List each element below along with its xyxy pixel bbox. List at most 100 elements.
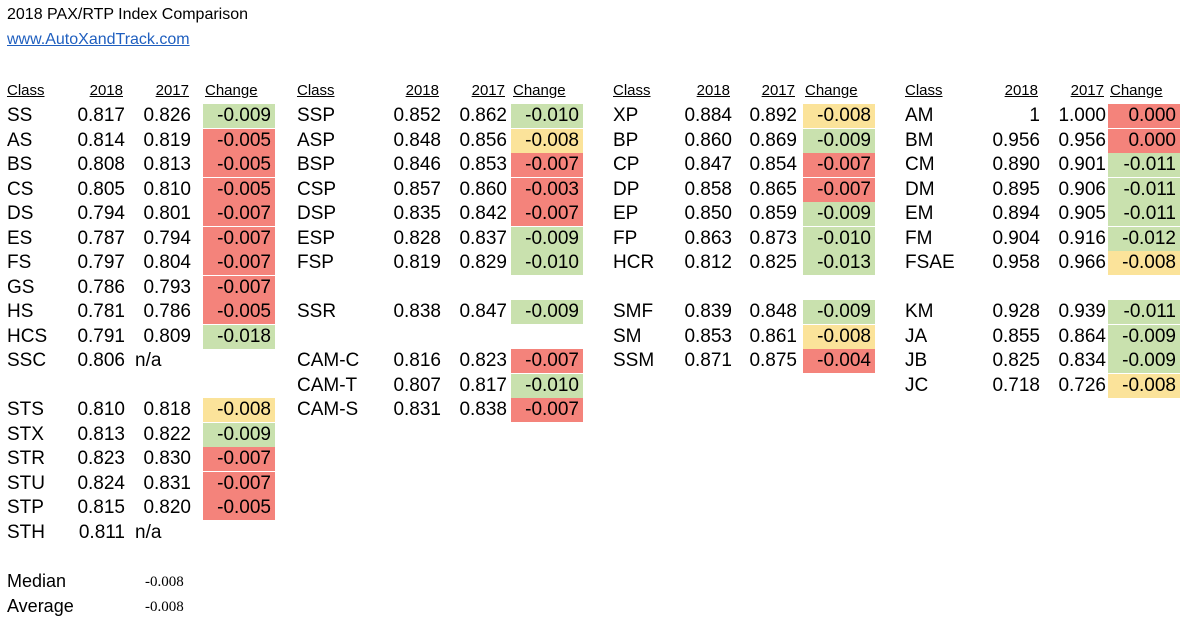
value-2018-cell: 0.819 [393, 252, 441, 273]
change-cell: -0.009 [803, 202, 875, 226]
header-y2018: 2018 [89, 82, 123, 99]
table-row: JC 0.718 0.726 -0.008 [905, 373, 1180, 399]
class-cell: STS [7, 399, 44, 420]
change-cell: -0.008 [511, 128, 583, 153]
change-cell: -0.004 [803, 349, 875, 373]
value-2017-cell: n/a [135, 350, 162, 371]
value-2018-cell: 0.787 [77, 227, 125, 249]
value-2018-cell: 0.895 [992, 178, 1040, 200]
table-row: SSM 0.871 0.875 -0.004 [613, 349, 875, 374]
average-value: -0.008 [145, 599, 184, 615]
class-cell: SM [613, 325, 642, 347]
change-cell: -0.009 [203, 104, 275, 128]
class-cell: BP [613, 129, 639, 151]
table-row: BSP 0.846 0.853 -0.007 [297, 153, 583, 178]
median-label: Median [7, 571, 67, 591]
change-cell: -0.007 [803, 153, 875, 177]
value-2018-cell: 0.815 [77, 497, 125, 518]
class-cell: CAM-C [297, 350, 360, 371]
value-2018-cell: 0.890 [992, 154, 1040, 175]
table-row: HCS 0.791 0.809 -0.018 [7, 324, 275, 350]
value-2018-cell: 0.847 [684, 154, 732, 175]
change-cell: -0.005 [203, 300, 275, 324]
class-cell: SSC [7, 350, 47, 371]
change-cell: -0.005 [203, 177, 275, 202]
header-y2018: 2018 [405, 82, 439, 99]
class-cell: BS [7, 154, 33, 175]
class-cell: CAM-S [297, 399, 359, 420]
change-cell: -0.010 [511, 251, 583, 275]
page-title: 2018 PAX/RTP Index Comparison [7, 6, 249, 23]
class-cell: STU [7, 472, 45, 494]
class-cell: FSAE [905, 252, 955, 273]
table-row: SS 0.817 0.826 -0.009 [7, 104, 275, 129]
value-2017-cell: 0.848 [749, 301, 797, 322]
value-2018-cell: 0.797 [77, 252, 125, 273]
table-row: CAM-S 0.831 0.838 -0.007 [297, 398, 583, 423]
value-2017-cell: 0.823 [459, 350, 507, 371]
header-change: Change [205, 82, 258, 99]
change-cell: -0.008 [203, 398, 275, 422]
website-link[interactable]: www.AutoXandTrack.com [7, 31, 190, 48]
value-2017-cell: 0.847 [459, 301, 507, 322]
class-cell: KM [905, 301, 934, 322]
value-2017-cell: n/a [135, 521, 162, 543]
value-2018-cell: 0.810 [77, 399, 125, 420]
table-row: SSR 0.838 0.847 -0.009 [297, 300, 583, 325]
table-row: KM 0.928 0.939 -0.011 [905, 300, 1180, 325]
class-cell: STP [7, 497, 44, 518]
value-2018-cell: 0.838 [393, 301, 441, 322]
value-2017-cell: 0.834 [1058, 350, 1106, 371]
table-row: STP 0.815 0.820 -0.005 [7, 496, 275, 521]
value-2017-cell: 0.818 [143, 399, 191, 420]
change-cell: -0.009 [511, 300, 583, 324]
change-cell: -0.011 [1108, 202, 1180, 226]
value-2018-cell: 0.894 [992, 203, 1040, 224]
class-cell: CS [7, 178, 34, 200]
table-row: CM 0.890 0.901 -0.011 [905, 153, 1180, 178]
class-cell: BM [905, 129, 934, 151]
value-2018-cell: 0.828 [393, 227, 441, 249]
table-row: SSP 0.852 0.862 -0.010 [297, 104, 583, 129]
value-2017-cell: 0.726 [1058, 374, 1106, 396]
change-cell: -0.009 [1108, 349, 1180, 373]
change-cell: -0.008 [803, 104, 875, 128]
change-cell: -0.007 [203, 275, 275, 300]
class-cell: HCR [613, 252, 655, 273]
table-row: SSC 0.806 n/a [7, 349, 275, 374]
table-row: FP 0.863 0.873 -0.010 [613, 226, 875, 252]
change-cell: -0.012 [1108, 226, 1180, 251]
value-2017-cell: 0.819 [143, 129, 191, 151]
value-2017-cell: 0.820 [143, 497, 191, 518]
value-2017-cell: 0.793 [143, 276, 191, 298]
class-cell: JB [905, 350, 928, 371]
class-cell: CAM-T [297, 374, 358, 396]
value-2018-cell: 0.781 [77, 301, 125, 322]
value-2018-cell: 0.806 [77, 350, 125, 371]
value-2018-cell: 0.835 [393, 203, 441, 224]
value-2017-cell: 0.906 [1058, 178, 1106, 200]
change-cell: -0.011 [1108, 177, 1180, 202]
table-row: AM 1 1.000 0.000 [905, 104, 1180, 129]
value-2017-cell: 0.892 [749, 105, 797, 126]
class-cell: FM [905, 227, 933, 249]
value-2018-cell: 0.839 [684, 301, 732, 322]
value-2017-cell: 0.801 [143, 203, 191, 224]
table-row: FS 0.797 0.804 -0.007 [7, 251, 275, 276]
value-2017-cell: 0.842 [459, 203, 507, 224]
class-cell: ESP [297, 227, 336, 249]
value-2017-cell: 0.859 [749, 203, 797, 224]
header-y2017: 2017 [1070, 82, 1104, 99]
table-row: FSAE 0.958 0.966 -0.008 [905, 251, 1180, 276]
table-row: DS 0.794 0.801 -0.007 [7, 202, 275, 227]
value-2017-cell: 0.822 [143, 423, 191, 445]
value-2017-cell: 0.804 [143, 252, 191, 273]
change-cell: -0.010 [511, 373, 583, 398]
change-cell: -0.009 [511, 226, 583, 251]
table-row: AS 0.814 0.819 -0.005 [7, 128, 275, 154]
table-row: STH 0.811 n/a [7, 521, 275, 546]
table-row: GS 0.786 0.793 -0.007 [7, 275, 275, 301]
class-cell: AM [905, 105, 934, 126]
value-2017-cell: 0.831 [143, 472, 191, 494]
value-2018-cell: 0.860 [684, 129, 732, 151]
